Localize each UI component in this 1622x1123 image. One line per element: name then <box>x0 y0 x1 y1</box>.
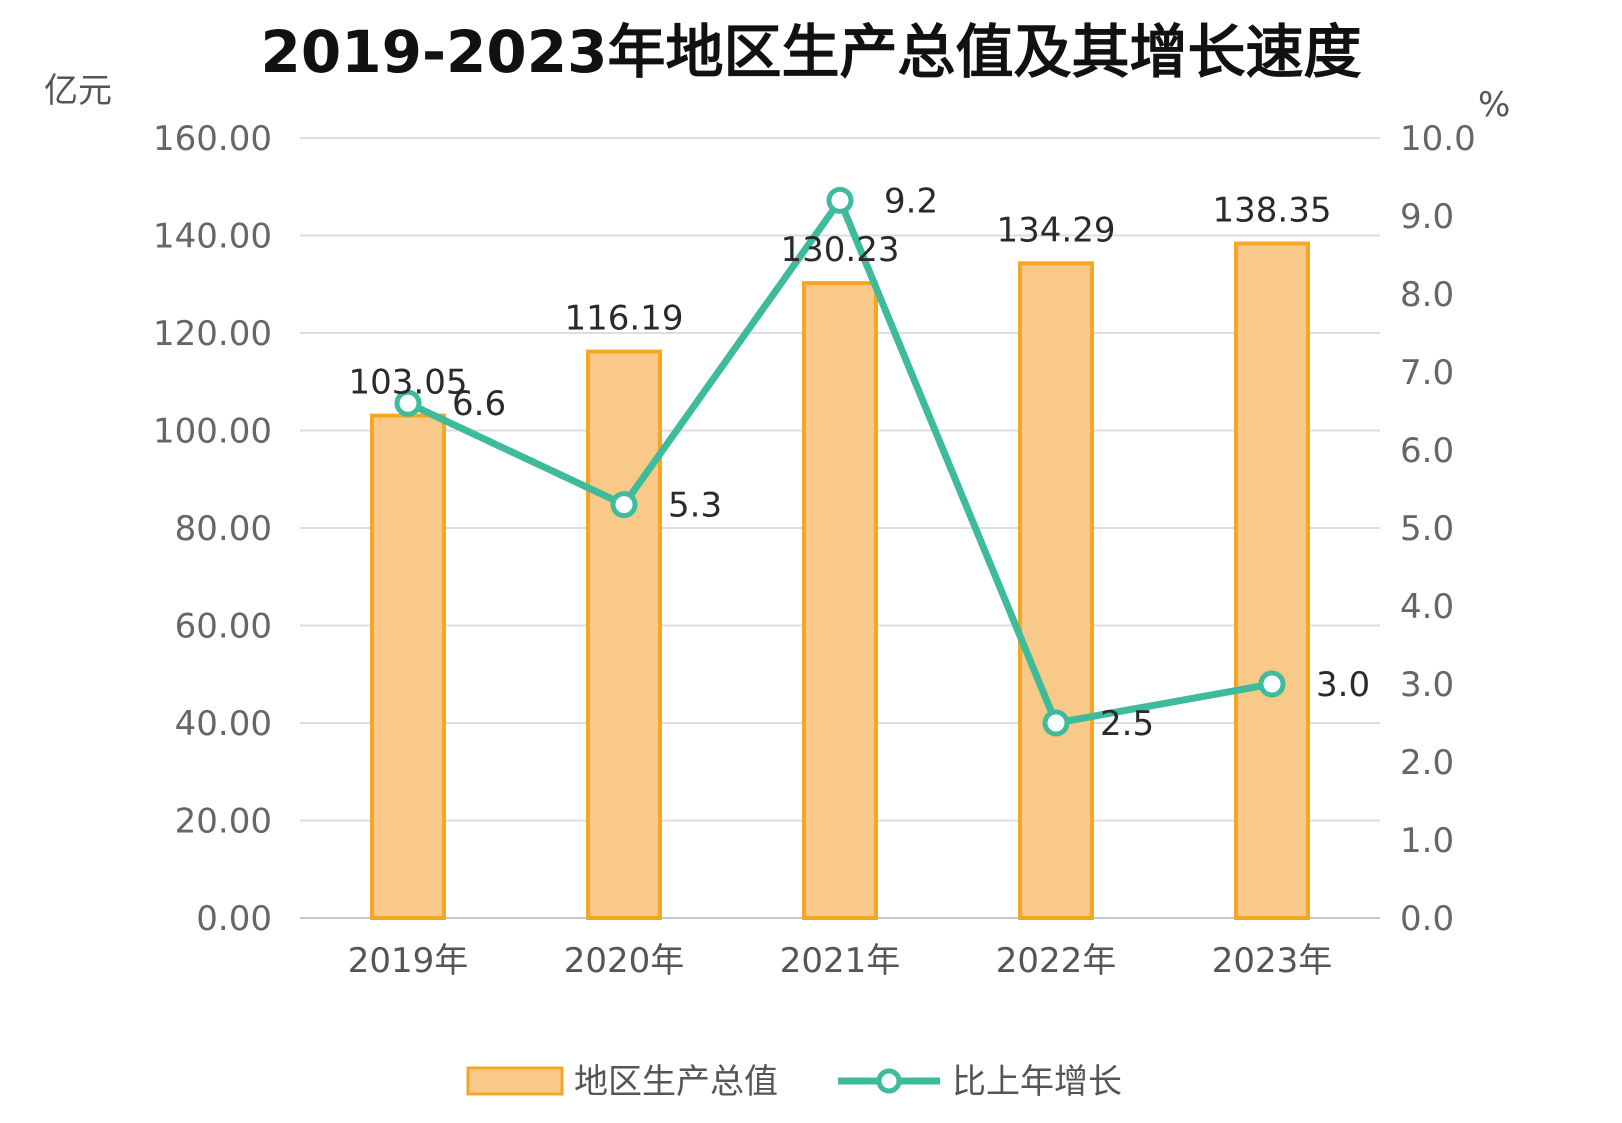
left-axis-ticks: 0.00 20.00 40.00 60.00 80.00 100.00 120.00 140.… <box>153 119 272 939</box>
line-data-label: 9.2 <box>884 181 938 221</box>
bar <box>1234 241 1310 920</box>
line-data-label: 2.5 <box>1100 704 1154 744</box>
legend-bar-swatch <box>466 1066 564 1096</box>
left-tick-label: 120.00 <box>153 314 272 354</box>
bar-data-label: 103.05 <box>349 363 468 403</box>
legend-line-marker <box>876 1068 902 1094</box>
bar-data-label: 138.35 <box>1213 191 1332 231</box>
chart-title: 2019-2023年地区生产总值及其增长速度 <box>261 18 1362 86</box>
line-data-label: 5.3 <box>668 486 722 526</box>
right-tick-label: 8.0 <box>1400 275 1454 315</box>
bar <box>802 281 878 921</box>
line-point <box>1258 670 1286 698</box>
x-tick-label: 2022年 <box>996 941 1117 981</box>
left-axis-unit: 亿元 <box>44 71 112 111</box>
bar-data-labels: 103.05 116.19 130.23 134.29 138.35 <box>349 191 1332 403</box>
right-tick-label: 2.0 <box>1400 743 1454 783</box>
legend-line-label: 比上年增长 <box>952 1062 1122 1102</box>
line-point <box>610 491 638 519</box>
bar-data-label: 130.23 <box>781 230 900 270</box>
bar <box>586 349 662 921</box>
x-axis-ticks: 2019年 2020年 2021年 2022年 2023年 <box>348 941 1333 981</box>
line-point <box>1042 709 1070 737</box>
x-tick-label: 2019年 <box>348 941 469 981</box>
bar-data-label: 134.29 <box>997 210 1116 250</box>
left-tick-label: 80.00 <box>175 509 272 549</box>
line-series <box>394 186 1286 737</box>
left-tick-label: 140.00 <box>153 217 272 257</box>
left-tick-label: 160.00 <box>153 119 272 159</box>
line-point <box>394 389 422 417</box>
left-tick-label: 100.00 <box>153 412 272 452</box>
bar-series <box>370 241 1310 921</box>
right-tick-label: 4.0 <box>1400 587 1454 627</box>
left-tick-label: 40.00 <box>175 704 272 744</box>
right-tick-label: 5.0 <box>1400 509 1454 549</box>
right-tick-label: 9.0 <box>1400 197 1454 237</box>
right-axis-unit: % <box>1478 85 1510 125</box>
right-tick-label: 10.0 <box>1400 119 1476 159</box>
right-tick-label: 6.0 <box>1400 431 1454 471</box>
x-tick-label: 2023年 <box>1212 941 1333 981</box>
right-tick-label: 0.0 <box>1400 899 1454 939</box>
legend-bar-label: 地区生产总值 <box>574 1062 778 1102</box>
right-axis-ticks: 0.0 1.0 2.0 3.0 4.0 5.0 6.0 7.0 8.0 9.0 10.0 <box>1400 119 1476 939</box>
right-tick-label: 1.0 <box>1400 821 1454 861</box>
left-tick-label: 0.00 <box>196 899 272 939</box>
left-tick-label: 20.00 <box>175 802 272 842</box>
x-tick-label: 2021年 <box>780 941 901 981</box>
x-tick-label: 2020年 <box>564 941 685 981</box>
left-tick-label: 60.00 <box>175 607 272 647</box>
bar <box>1018 261 1094 920</box>
right-tick-label: 3.0 <box>1400 665 1454 705</box>
legend: 地区生产总值 比上年增长 <box>466 1062 1122 1102</box>
bar <box>370 413 446 920</box>
bar-data-label: 116.19 <box>565 299 684 339</box>
line-data-label: 3.0 <box>1316 665 1370 705</box>
line-data-label: 6.6 <box>452 384 506 424</box>
right-tick-label: 7.0 <box>1400 353 1454 393</box>
line-point <box>826 186 854 214</box>
line-data-labels: 6.6 5.3 9.2 2.5 3.0 <box>452 181 1370 744</box>
